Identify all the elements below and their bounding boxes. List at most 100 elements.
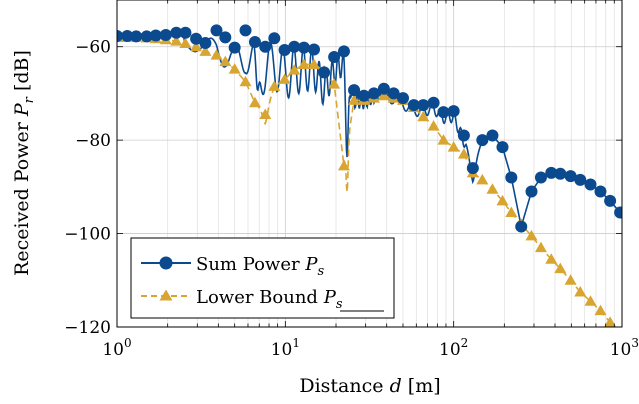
- lower-bound-marker: [328, 78, 341, 89]
- legend-marker-sum-power: [159, 256, 173, 270]
- y-axis-label: Received Power Pr [dB]: [11, 50, 37, 276]
- sum-power-marker: [130, 30, 143, 43]
- lower-bound-marker: [219, 55, 232, 67]
- lower-bound-marker: [228, 63, 241, 74]
- sum-power-marker: [190, 32, 203, 45]
- lower-bound-marker: [525, 229, 538, 241]
- sum-power-marker: [268, 32, 281, 45]
- lower-bound-marker: [545, 253, 558, 264]
- x-tick-label: 100: [102, 336, 131, 360]
- lower-bound-marker: [604, 316, 617, 327]
- lower-bound-marker: [594, 304, 607, 316]
- sum-power-marker: [121, 29, 134, 42]
- sum-power-marker: [496, 141, 509, 154]
- sum-power-marker: [486, 129, 499, 142]
- sum-power-marker: [545, 166, 558, 179]
- lower-bound-marker: [190, 40, 203, 52]
- y-tick-label: −120: [64, 318, 111, 338]
- lower-bound-marker: [437, 134, 450, 145]
- x-tick-label: 101: [271, 336, 300, 360]
- sum-power-marker: [348, 84, 361, 97]
- sum-power-marker: [447, 105, 460, 118]
- sum-power-marker: [387, 87, 400, 100]
- sum-power-marker: [584, 178, 597, 191]
- sum-power-marker: [248, 36, 261, 49]
- lower-bound-marker: [574, 285, 587, 297]
- lower-bound-marker: [505, 206, 518, 218]
- lower-bound-marker: [179, 37, 192, 48]
- lower-bound-marker: [496, 194, 509, 206]
- series-layer: [117, 24, 622, 327]
- x-axis-label: Distance d [m]: [299, 375, 440, 397]
- plot-frame: [116, 0, 623, 328]
- sum-power-marker: [534, 171, 547, 184]
- sum-power-marker: [476, 134, 489, 147]
- lower-bound-marker: [476, 173, 489, 185]
- lower-bound-marker: [210, 49, 223, 60]
- lower-bound-marker: [278, 73, 291, 84]
- sum-power-marker: [614, 206, 622, 219]
- sum-power-marker: [149, 29, 162, 42]
- sum-power-marker: [515, 220, 528, 233]
- x-tick-label: 103: [610, 336, 639, 360]
- lower-bound-marker: [564, 274, 577, 285]
- sum-power-marker: [278, 43, 291, 56]
- legend-label-lower-bound: Lower Bound Ps: [196, 287, 343, 312]
- sum-power-marker: [179, 26, 192, 39]
- sum-power-marker: [466, 162, 479, 175]
- lower-bound-marker: [427, 120, 440, 131]
- sum-power-marker: [159, 29, 172, 42]
- y-tick-label: −100: [64, 225, 111, 245]
- x-tick-label: 102: [439, 336, 468, 360]
- legend: Sum Power Ps Lower Bound Ps: [130, 237, 395, 319]
- sum-power-marker: [427, 96, 440, 109]
- sum-power-marker: [288, 40, 301, 53]
- lower-bound-marker: [170, 35, 183, 46]
- lower-bound-marker: [457, 148, 470, 159]
- sum-power-marker: [505, 171, 518, 184]
- sum-power-marker: [457, 129, 470, 142]
- lower-bound-marker: [417, 110, 430, 122]
- sum-power-marker: [219, 31, 232, 44]
- lower-bound-marker: [447, 141, 460, 152]
- series-line-1: [117, 36, 616, 327]
- series-line-0: [117, 31, 622, 227]
- sum-power-marker: [594, 185, 607, 198]
- sum-power-marker: [564, 170, 577, 183]
- lower-bound-marker: [486, 183, 499, 194]
- lower-bound-marker: [248, 96, 261, 108]
- lower-bound-marker: [297, 58, 310, 69]
- sum-power-marker: [228, 41, 241, 54]
- sum-power-marker: [297, 41, 310, 54]
- sum-power-marker: [318, 66, 331, 79]
- sum-power-marker: [367, 87, 380, 100]
- sum-power-marker: [574, 173, 587, 186]
- sum-power-marker: [357, 89, 370, 102]
- lower-bound-marker: [259, 108, 272, 119]
- sum-power-marker: [396, 92, 409, 105]
- sum-power-marker: [307, 43, 320, 56]
- sum-power-marker: [239, 24, 252, 37]
- lower-bound-marker: [348, 94, 361, 105]
- sum-power-marker: [199, 36, 212, 49]
- sum-power-marker: [259, 40, 272, 53]
- legend-label-sum-power: Sum Power Ps: [196, 254, 324, 279]
- legend-marker-lower-bound: [159, 289, 173, 301]
- sum-power-marker: [604, 194, 617, 207]
- lower-bound-marker: [554, 262, 567, 274]
- legend-box: [130, 237, 395, 319]
- sum-power-marker: [117, 29, 123, 42]
- ticks: [116, 0, 623, 328]
- legend-entry-lower-bound: Lower Bound Ps: [141, 287, 384, 312]
- sum-power-marker: [437, 106, 450, 119]
- sum-power-marker: [140, 30, 153, 43]
- sum-power-marker: [377, 82, 390, 95]
- lower-bound-marker: [337, 159, 350, 171]
- legend-entry-sum-power: Sum Power Ps: [141, 254, 324, 279]
- sum-power-marker: [210, 24, 223, 37]
- sum-power-marker: [525, 185, 538, 198]
- lower-bound-marker: [199, 45, 212, 56]
- y-tick-label: −60: [75, 38, 111, 58]
